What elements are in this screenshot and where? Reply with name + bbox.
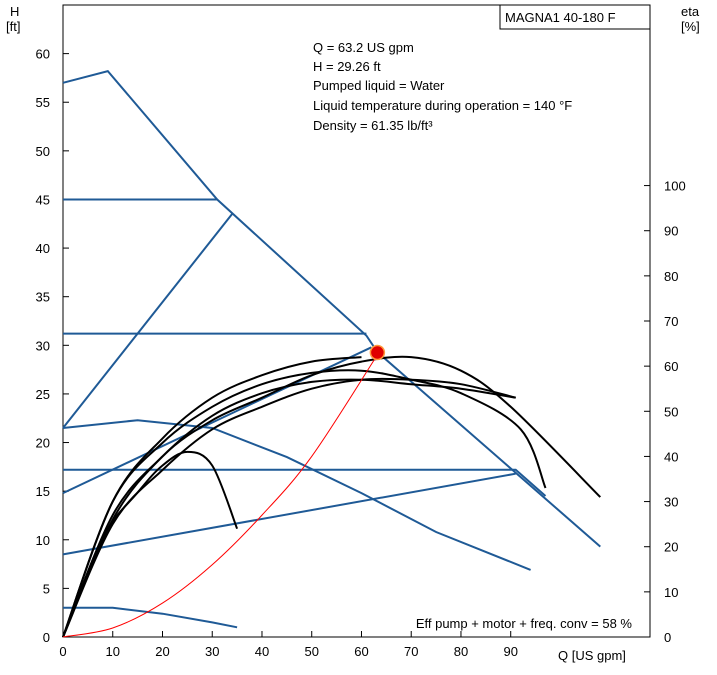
x-tick-label: 10 bbox=[106, 644, 120, 659]
info-q: Q = 63.2 US gpm bbox=[313, 40, 414, 55]
right-tick-label: 50 bbox=[664, 404, 678, 419]
model-label: MAGNA1 40-180 F bbox=[505, 10, 616, 25]
info-temperature: Liquid temperature during operation = 14… bbox=[313, 98, 572, 113]
right-tick-label: 30 bbox=[664, 495, 678, 510]
right-tick-label: 10 bbox=[664, 585, 678, 600]
right-tick-label: 0 bbox=[664, 630, 671, 645]
left-axis-label-line2: [ft] bbox=[6, 19, 20, 34]
x-axis-label: Q [US gpm] bbox=[558, 648, 626, 663]
left-tick-label: 10 bbox=[36, 533, 50, 548]
left-tick-label: 55 bbox=[36, 95, 50, 110]
x-tick-label: 60 bbox=[354, 644, 368, 659]
right-axis-label-line2: [%] bbox=[681, 19, 700, 34]
x-tick-label: 40 bbox=[255, 644, 269, 659]
left-axis-label-line1: H bbox=[10, 4, 19, 19]
x-tick-label: 70 bbox=[404, 644, 418, 659]
duty-point-marker bbox=[370, 346, 384, 360]
left-tick-label: 20 bbox=[36, 436, 50, 451]
right-tick-label: 60 bbox=[664, 359, 678, 374]
x-tick-label: 90 bbox=[503, 644, 517, 659]
efficiency-note: Eff pump + motor + freq. conv = 58 % bbox=[416, 616, 633, 631]
right-tick-label: 80 bbox=[664, 269, 678, 284]
left-tick-label: 40 bbox=[36, 241, 50, 256]
right-tick-label: 90 bbox=[664, 224, 678, 239]
left-tick-label: 60 bbox=[36, 47, 50, 62]
info-density: Density = 61.35 lb/ft³ bbox=[313, 118, 433, 133]
info-h: H = 29.26 ft bbox=[313, 59, 381, 74]
x-tick-label: 80 bbox=[454, 644, 468, 659]
info-liquid: Pumped liquid = Water bbox=[313, 78, 445, 93]
left-tick-label: 0 bbox=[43, 630, 50, 645]
x-tick-label: 0 bbox=[59, 644, 66, 659]
right-tick-label: 40 bbox=[664, 449, 678, 464]
left-tick-label: 35 bbox=[36, 290, 50, 305]
right-tick-label: 70 bbox=[664, 314, 678, 329]
x-tick-label: 50 bbox=[304, 644, 318, 659]
left-tick-label: 30 bbox=[36, 338, 50, 353]
right-tick-label: 100 bbox=[664, 179, 686, 194]
left-tick-label: 45 bbox=[36, 192, 50, 207]
left-tick-label: 50 bbox=[36, 144, 50, 159]
left-tick-label: 5 bbox=[43, 581, 50, 596]
x-tick-label: 20 bbox=[155, 644, 169, 659]
left-tick-label: 15 bbox=[36, 484, 50, 499]
left-tick-label: 25 bbox=[36, 387, 50, 402]
right-axis-label-line1: eta bbox=[681, 4, 700, 19]
x-tick-label: 30 bbox=[205, 644, 219, 659]
right-tick-label: 20 bbox=[664, 540, 678, 555]
